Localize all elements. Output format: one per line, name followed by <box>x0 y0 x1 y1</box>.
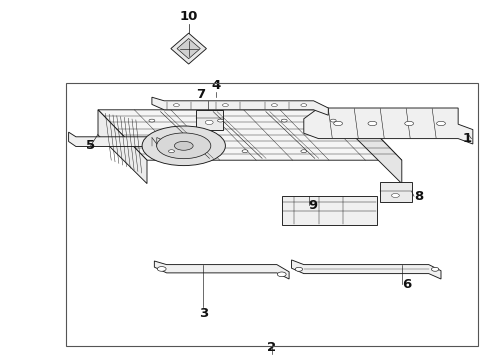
Ellipse shape <box>222 104 228 107</box>
Ellipse shape <box>301 150 307 153</box>
Text: 8: 8 <box>414 190 423 203</box>
Ellipse shape <box>281 119 287 122</box>
Ellipse shape <box>142 126 225 166</box>
Text: 2: 2 <box>268 341 276 354</box>
Ellipse shape <box>277 272 286 277</box>
Polygon shape <box>157 138 172 153</box>
Ellipse shape <box>437 121 445 126</box>
Ellipse shape <box>271 104 277 107</box>
Polygon shape <box>353 110 402 184</box>
Ellipse shape <box>334 121 343 126</box>
Bar <box>66 83 478 346</box>
Text: 10: 10 <box>179 10 198 23</box>
Ellipse shape <box>157 266 166 271</box>
Ellipse shape <box>431 267 439 271</box>
Ellipse shape <box>218 119 223 122</box>
Ellipse shape <box>149 119 155 122</box>
Polygon shape <box>171 33 206 64</box>
Polygon shape <box>196 110 223 130</box>
Ellipse shape <box>174 141 193 150</box>
Polygon shape <box>177 39 200 59</box>
Ellipse shape <box>157 133 211 159</box>
Text: 1: 1 <box>462 132 471 145</box>
Polygon shape <box>98 110 402 160</box>
Polygon shape <box>292 260 441 279</box>
Text: 6: 6 <box>402 278 411 291</box>
Polygon shape <box>152 97 328 115</box>
Ellipse shape <box>301 104 307 107</box>
Ellipse shape <box>368 121 377 126</box>
Text: 7: 7 <box>196 88 205 101</box>
Polygon shape <box>69 132 172 153</box>
Polygon shape <box>304 108 473 144</box>
Ellipse shape <box>205 120 213 125</box>
Polygon shape <box>154 261 289 279</box>
Ellipse shape <box>295 267 303 271</box>
Text: 9: 9 <box>309 199 318 212</box>
Polygon shape <box>380 182 412 202</box>
Polygon shape <box>98 110 147 184</box>
Ellipse shape <box>173 104 179 107</box>
Text: 5: 5 <box>86 139 95 152</box>
Ellipse shape <box>169 150 174 153</box>
Text: 4: 4 <box>211 79 220 92</box>
Ellipse shape <box>330 119 336 122</box>
Text: 3: 3 <box>199 307 208 320</box>
Ellipse shape <box>405 121 414 126</box>
Polygon shape <box>282 196 377 225</box>
Ellipse shape <box>392 194 399 197</box>
Ellipse shape <box>242 150 248 153</box>
